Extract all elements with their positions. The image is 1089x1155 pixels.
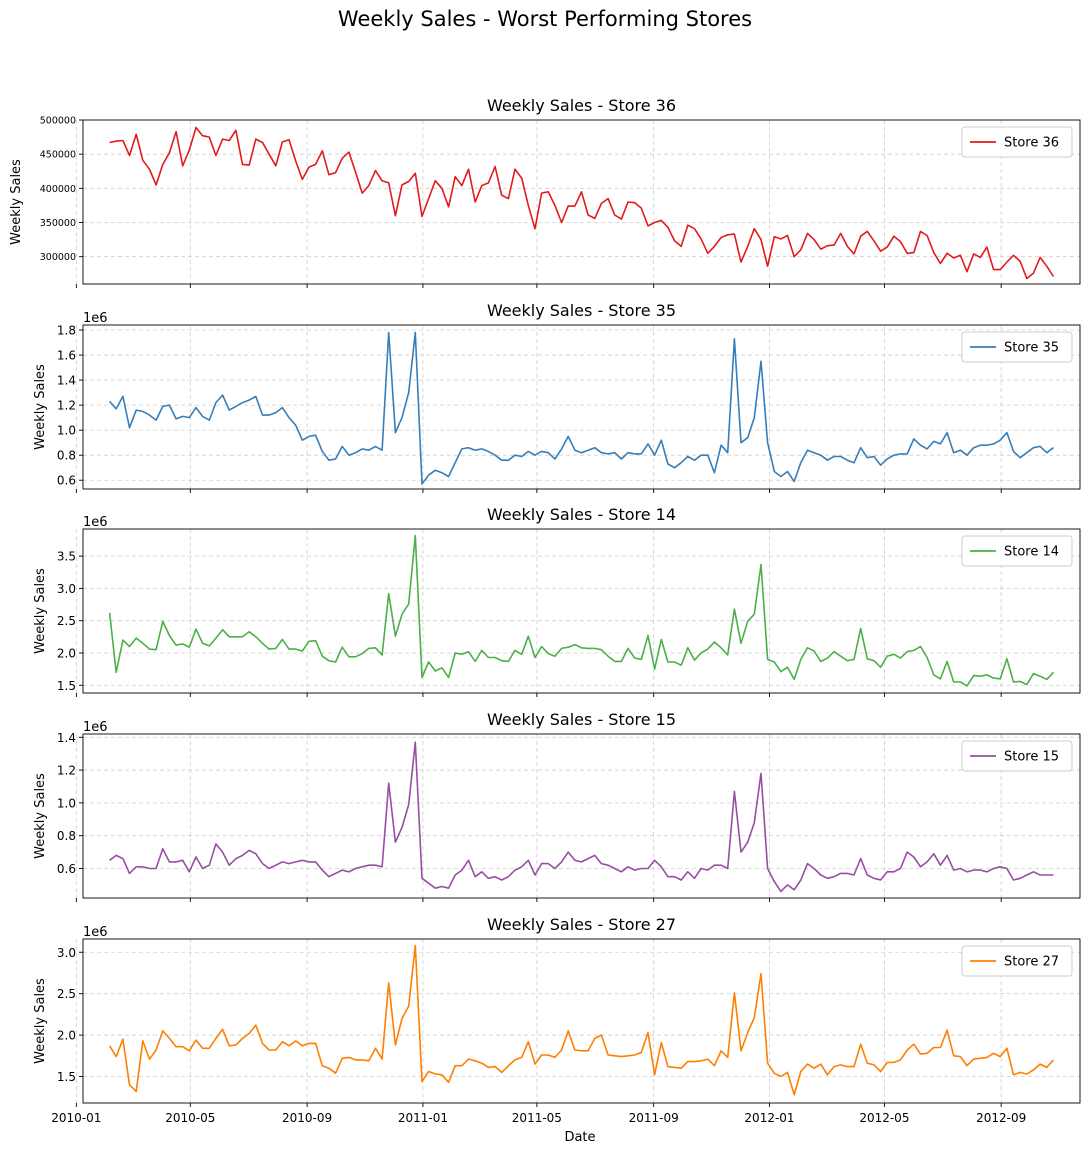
series-line-store-35 [108,331,1054,485]
y-axis-label: Weekly Sales [33,978,48,1064]
y-tick-label: 1.2 [57,764,76,778]
y-tick-label: 3.5 [57,550,76,564]
x-tick-label: 2010-05 [165,1111,215,1125]
axes-frame [82,528,1081,694]
y-tick-label: 2.5 [57,614,76,628]
y-tick-label: 1.5 [57,1070,76,1084]
y-axis-label: Weekly Sales [33,568,48,654]
y-offset-label: 1e6 [83,515,108,530]
y-tick-label: 2.5 [57,987,76,1001]
y-tick-label: 1.6 [57,349,76,363]
y-tick-label: 450000 [40,150,76,161]
x-tick-label: 2011-09 [629,1111,679,1125]
y-tick-label: 500000 [40,116,76,127]
legend-box [961,945,1073,977]
y-offset-label: 1e6 [83,311,108,326]
axes-frame [82,119,1081,285]
x-tick-label: 2012-01 [744,1111,794,1125]
figure-title: Weekly Sales - Worst Performing Stores [338,7,752,31]
y-tick-label: 1.5 [57,679,76,693]
x-tick-label: 2010-01 [51,1111,101,1125]
y-axis-label: Weekly Sales [33,364,48,450]
panel-4: Weekly Sales - Store 15 0.6 0.8 1.0 1.2 1.4 1e… [33,710,1081,902]
x-tick-label: 2010-09 [282,1111,332,1125]
y-tick-label: 300000 [40,252,76,263]
x-tick-label: 2011-01 [398,1111,448,1125]
legend: Store 36 [961,126,1073,158]
legend-entry: Store 36 [1004,136,1059,151]
legend-box [961,331,1073,363]
x-axis-label: Date [564,1130,595,1145]
legend-box [961,740,1073,772]
legend-entry: Store 27 [1004,955,1059,970]
y-tick-label: 2.0 [57,1029,76,1043]
legend-box [961,126,1073,158]
y-tick-label: 400000 [40,184,76,195]
panel-5: Weekly Sales - Store 27 1.5 2.0 2.5 3.0 2010-… [33,915,1081,1125]
panel-title: Weekly Sales - Store 14 [487,505,676,524]
x-tick-label: 2012-09 [976,1111,1026,1125]
series-line-store-14 [108,534,1054,687]
legend-entry: Store 15 [1004,750,1059,765]
series-line-store-15 [109,741,1054,893]
legend-entry: Store 14 [1004,545,1059,560]
panel-title: Weekly Sales - Store 15 [487,710,676,729]
y-tick-label: 1.2 [57,399,76,413]
panel-3: Weekly Sales - Store 14 1.5 2.0 2.5 3.0 3.5 1e… [33,505,1081,697]
y-axis-label: Weekly Sales [33,773,48,859]
y-tick-label: 1.0 [57,796,76,810]
y-tick-label: 3.0 [57,946,76,960]
legend: Store 35 [961,331,1073,363]
x-tick-label: 2011-05 [512,1111,562,1125]
panel-title: Weekly Sales - Store 27 [487,915,676,934]
y-axis-label: Weekly Sales [9,159,24,245]
chart-panels: Weekly Sales - Store 36 300000 350000 40000… [9,96,1081,1125]
y-tick-label: 350000 [40,218,76,229]
axes-frame [82,324,1081,490]
y-tick-label: 1.4 [57,374,76,388]
axes-frame [82,733,1081,899]
legend: Store 14 [961,535,1073,567]
y-tick-label: 3.0 [57,582,76,596]
x-tick-label: 2012-05 [859,1111,909,1125]
legend: Store 27 [961,945,1073,977]
y-tick-label: 0.6 [57,862,76,876]
y-tick-label: 2.0 [57,646,76,660]
y-tick-label: 0.8 [57,829,76,843]
series-line-store-27 [108,944,1055,1096]
y-tick-label: 1.8 [57,324,76,338]
axes-frame [82,938,1081,1104]
y-tick-label: 1.0 [57,424,76,438]
y-tick-label: 0.6 [57,474,76,488]
panel-1: Weekly Sales - Store 36 300000 350000 40000… [9,96,1081,288]
y-tick-label: 1.4 [57,731,76,745]
panel-title: Weekly Sales - Store 36 [487,96,676,115]
legend: Store 15 [961,740,1073,772]
y-tick-label: 0.8 [57,449,76,463]
series-line-store-36 [109,126,1055,280]
y-offset-label: 1e6 [83,925,108,940]
y-offset-label: 1e6 [83,720,108,735]
legend-entry: Store 35 [1004,341,1059,356]
panel-2: Weekly Sales - Store 35 0.6 0.8 1.0 1.2 1.4 1.… [33,301,1081,493]
panel-title: Weekly Sales - Store 35 [487,301,676,320]
legend-box [961,535,1073,567]
